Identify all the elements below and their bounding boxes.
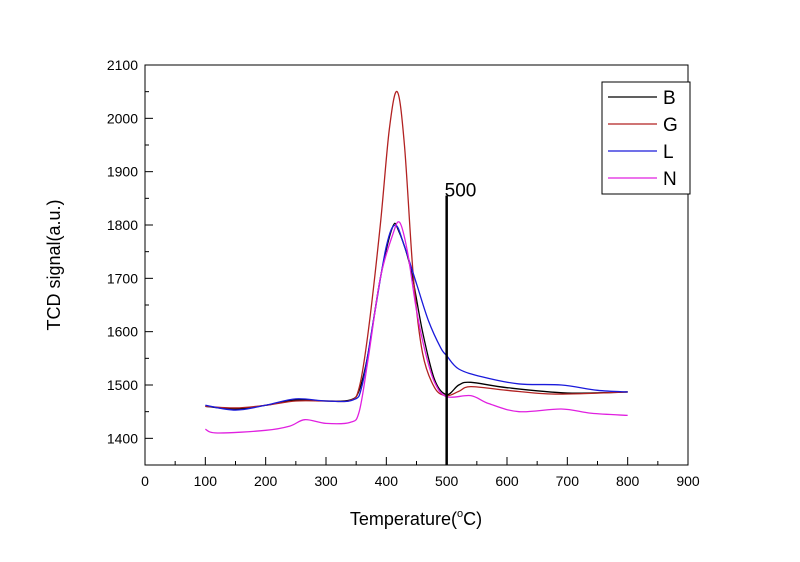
x-tick-label: 100 bbox=[194, 473, 218, 489]
y-tick-label: 2000 bbox=[107, 110, 138, 126]
x-tick-label: 600 bbox=[495, 473, 519, 489]
series-line-L bbox=[205, 224, 628, 411]
y-tick-label: 2100 bbox=[107, 57, 138, 73]
y-axis-label: TCD signal(a.u.) bbox=[44, 199, 64, 330]
x-tick-label: 700 bbox=[556, 473, 580, 489]
series-line-G bbox=[205, 90, 628, 409]
y-tick-label: 1600 bbox=[107, 324, 138, 340]
legend-label-L: L bbox=[663, 142, 674, 163]
annotation-label: 500 bbox=[445, 181, 477, 202]
legend-label-G: G bbox=[663, 115, 678, 136]
y-tick-label: 1800 bbox=[107, 217, 138, 233]
y-tick-label: 1400 bbox=[107, 430, 138, 446]
legend-box bbox=[601, 81, 691, 195]
x-tick-label: 200 bbox=[254, 473, 278, 489]
x-tick-label: 800 bbox=[616, 473, 640, 489]
legend-label-B: B bbox=[663, 88, 676, 109]
x-tick-label: 900 bbox=[676, 473, 700, 489]
y-tick-label: 1500 bbox=[107, 377, 138, 393]
x-tick-label: 0 bbox=[141, 473, 149, 489]
x-axis-label: Temperature(oC) bbox=[350, 508, 482, 529]
x-tick-label: 300 bbox=[314, 473, 338, 489]
y-tick-label: 1900 bbox=[107, 164, 138, 180]
legend-label-N: N bbox=[663, 169, 677, 190]
x-tick-label: 400 bbox=[375, 473, 399, 489]
series-line-B bbox=[205, 222, 628, 410]
x-tick-label: 500 bbox=[435, 473, 459, 489]
y-tick-label: 1700 bbox=[107, 270, 138, 286]
series-line-N bbox=[205, 221, 628, 434]
